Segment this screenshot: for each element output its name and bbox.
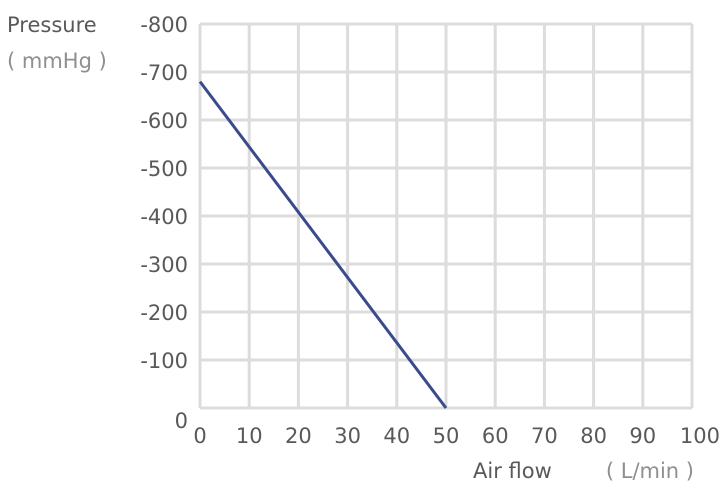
y-tick-label: -500 (140, 157, 188, 181)
y-tick-label: -800 (140, 13, 188, 37)
x-tick-label: 90 (629, 424, 656, 448)
y-tick-label: -700 (140, 61, 188, 85)
y-tick-label: -600 (140, 109, 188, 133)
y-axis-ticks: 0 -100 -200 -300 -400 -500 -600 -700 -800 (140, 13, 188, 433)
x-tick-label: 30 (334, 424, 361, 448)
y-tick-label: -100 (140, 349, 188, 373)
grid (198, 22, 694, 410)
x-axis-unit: ( L/min ) (606, 459, 694, 483)
series-layer (198, 80, 448, 409)
x-tick-label: 100 (680, 424, 720, 448)
x-tick-label: 40 (383, 424, 410, 448)
x-tick-label: 60 (482, 424, 509, 448)
y-tick-label: -400 (140, 205, 188, 229)
y-axis-title: Pressure (7, 13, 97, 37)
x-tick-label: 80 (580, 424, 607, 448)
y-tick-label: -300 (140, 253, 188, 277)
x-axis-ticks: 0 10 20 30 40 50 60 70 80 90 100 (193, 424, 720, 448)
y-tick-label: 0 (175, 409, 188, 433)
x-tick-label: 0 (193, 424, 206, 448)
series-line (198, 80, 448, 409)
x-tick-label: 10 (236, 424, 263, 448)
x-tick-label: 70 (531, 424, 558, 448)
x-tick-label: 50 (433, 424, 460, 448)
y-tick-label: -200 (140, 301, 188, 325)
y-axis-unit: ( mmHg ) (7, 49, 107, 73)
x-tick-label: 20 (285, 424, 312, 448)
x-axis-title: Air flow (473, 459, 552, 483)
